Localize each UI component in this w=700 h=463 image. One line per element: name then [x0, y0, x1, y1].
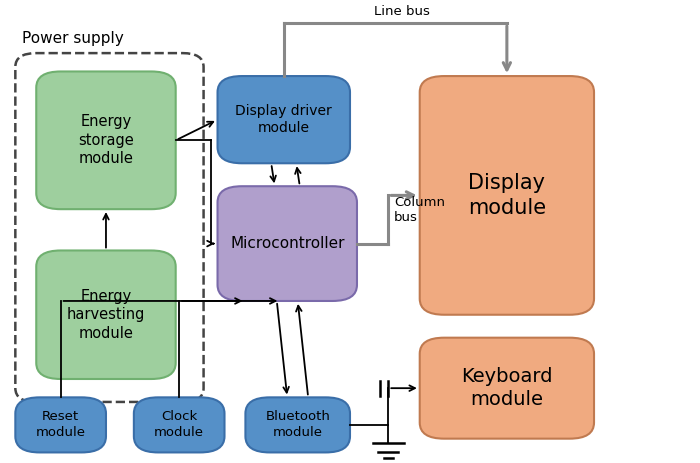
Text: Display driver
module: Display driver module [235, 104, 332, 135]
FancyBboxPatch shape [218, 186, 357, 301]
Text: Energy
harvesting
module: Energy harvesting module [66, 288, 145, 341]
FancyBboxPatch shape [246, 397, 350, 452]
FancyBboxPatch shape [420, 76, 594, 315]
Text: Bluetooth
module: Bluetooth module [265, 410, 330, 439]
Text: Energy
storage
module: Energy storage module [78, 114, 134, 166]
FancyBboxPatch shape [36, 250, 176, 379]
FancyBboxPatch shape [420, 338, 594, 438]
FancyBboxPatch shape [36, 71, 176, 209]
FancyBboxPatch shape [218, 76, 350, 163]
FancyBboxPatch shape [15, 397, 106, 452]
Text: Keyboard
module: Keyboard module [461, 367, 552, 409]
Text: Power supply: Power supply [22, 31, 124, 46]
Text: Microcontroller: Microcontroller [230, 236, 344, 251]
Text: Line bus: Line bus [374, 5, 430, 18]
Text: Clock
module: Clock module [154, 410, 204, 439]
Text: Display
module: Display module [468, 173, 546, 218]
Text: Column
bus: Column bus [394, 196, 445, 224]
FancyBboxPatch shape [134, 397, 225, 452]
Text: Reset
module: Reset module [36, 410, 85, 439]
